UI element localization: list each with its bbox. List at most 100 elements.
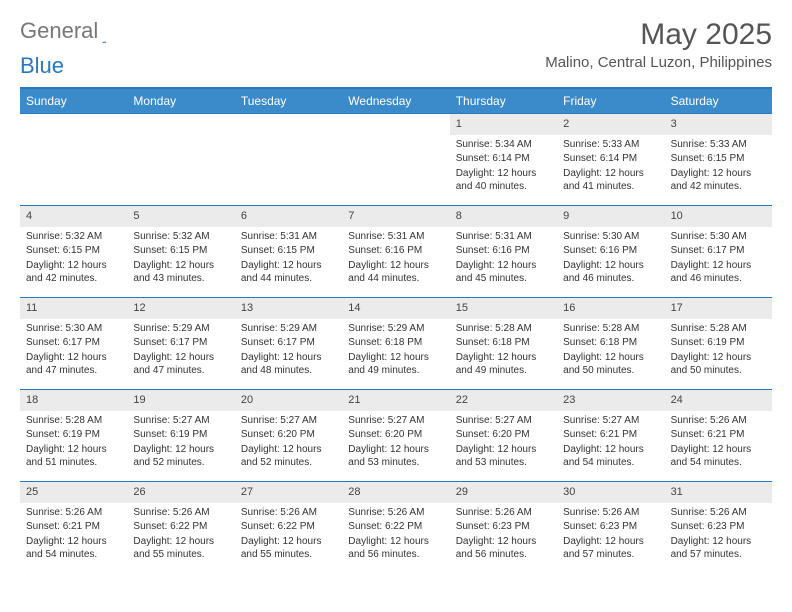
- day-cell: 9Sunrise: 5:30 AMSunset: 6:16 PMDaylight…: [557, 205, 664, 297]
- day-header: Friday: [557, 89, 664, 113]
- day-number: 7: [342, 206, 449, 227]
- sunset-text: Sunset: 6:18 PM: [456, 336, 551, 350]
- day-cell: 24Sunrise: 5:26 AMSunset: 6:21 PMDayligh…: [665, 389, 772, 481]
- day-cell: 5 Sunrise: 5:32 AMSunset: 6:15 PMDaylight…: [127, 205, 234, 297]
- sunrise-text: Sunrise: 5:26 AM: [26, 506, 121, 520]
- sunset-text: Sunset: 6:14 PM: [563, 152, 658, 166]
- sunset-text: Sunset: 6:16 PM: [456, 244, 551, 258]
- day-number: 24: [665, 390, 772, 411]
- daylight-text: Daylight: 12 hours and 44 minutes.: [348, 259, 443, 286]
- sunset-text: Sunset: 6:18 PM: [348, 336, 443, 350]
- day-cell: 3Sunrise: 5:33 AMSunset: 6:15 PMDaylight…: [665, 113, 772, 205]
- day-cell: 21Sunrise: 5:27 AMSunset: 6:20 PMDayligh…: [342, 389, 449, 481]
- day-number: 20: [235, 390, 342, 411]
- sunset-text: Sunset: 6:15 PM: [133, 244, 228, 258]
- sunset-text: Sunset: 6:15 PM: [671, 152, 766, 166]
- title-block: May 2025 Malino, Central Luzon, Philippi…: [545, 18, 772, 71]
- sunset-text: Sunset: 6:17 PM: [26, 336, 121, 350]
- sunset-text: Sunset: 6:15 PM: [241, 244, 336, 258]
- day-info: Sunrise: 5:33 AMSunset: 6:14 PMDaylight:…: [557, 138, 664, 194]
- day-info: Sunrise: 5:27 AMSunset: 6:20 PMDaylight:…: [342, 414, 449, 470]
- day-info: Sunrise: 5:29 AMSunset: 6:17 PMDaylight:…: [127, 322, 234, 378]
- day-number: 14: [342, 298, 449, 319]
- day-info: Sunrise: 5:26 AMSunset: 6:22 PMDaylight:…: [127, 506, 234, 562]
- empty-cell: [20, 113, 127, 205]
- day-info: Sunrise: 5:26 AMSunset: 6:22 PMDaylight:…: [235, 506, 342, 562]
- day-number: 25: [20, 482, 127, 503]
- day-number: 13: [235, 298, 342, 319]
- sunrise-text: Sunrise: 5:26 AM: [348, 506, 443, 520]
- day-number: 18: [20, 390, 127, 411]
- sunrise-text: Sunrise: 5:26 AM: [241, 506, 336, 520]
- daylight-text: Daylight: 12 hours and 55 minutes.: [241, 535, 336, 562]
- daylight-text: Daylight: 12 hours and 54 minutes.: [26, 535, 121, 562]
- sunset-text: Sunset: 6:18 PM: [563, 336, 658, 350]
- sunset-text: Sunset: 6:21 PM: [671, 428, 766, 442]
- daylight-text: Daylight: 12 hours and 56 minutes.: [456, 535, 551, 562]
- day-cell: 10Sunrise: 5:30 AMSunset: 6:17 PMDayligh…: [665, 205, 772, 297]
- day-cell: 17Sunrise: 5:28 AMSunset: 6:19 PMDayligh…: [665, 297, 772, 389]
- sunset-text: Sunset: 6:20 PM: [456, 428, 551, 442]
- day-number: 15: [450, 298, 557, 319]
- day-cell: 7Sunrise: 5:31 AMSunset: 6:16 PMDaylight…: [342, 205, 449, 297]
- calendar-grid: SundayMondayTuesdayWednesdayThursdayFrid…: [20, 87, 772, 573]
- sunrise-text: Sunrise: 5:26 AM: [671, 506, 766, 520]
- sunset-text: Sunset: 6:17 PM: [241, 336, 336, 350]
- day-info: Sunrise: 5:27 AMSunset: 6:19 PMDaylight:…: [127, 414, 234, 470]
- day-cell: 28Sunrise: 5:26 AMSunset: 6:22 PMDayligh…: [342, 481, 449, 573]
- sunset-text: Sunset: 6:23 PM: [563, 520, 658, 534]
- day-header: Wednesday: [342, 89, 449, 113]
- sunrise-text: Sunrise: 5:29 AM: [241, 322, 336, 336]
- sunset-text: Sunset: 6:22 PM: [133, 520, 228, 534]
- day-number: 30: [557, 482, 664, 503]
- day-info: Sunrise: 5:31 AMSunset: 6:16 PMDaylight:…: [450, 230, 557, 286]
- day-info: Sunrise: 5:30 AMSunset: 6:16 PMDaylight:…: [557, 230, 664, 286]
- sunrise-text: Sunrise: 5:30 AM: [563, 230, 658, 244]
- sunset-text: Sunset: 6:20 PM: [348, 428, 443, 442]
- sunrise-text: Sunrise: 5:27 AM: [563, 414, 658, 428]
- daylight-text: Daylight: 12 hours and 52 minutes.: [241, 443, 336, 470]
- day-number: 23: [557, 390, 664, 411]
- sunrise-text: Sunrise: 5:30 AM: [26, 322, 121, 336]
- daylight-text: Daylight: 12 hours and 50 minutes.: [671, 351, 766, 378]
- sunrise-text: Sunrise: 5:29 AM: [133, 322, 228, 336]
- day-header: Tuesday: [235, 89, 342, 113]
- sunset-text: Sunset: 6:21 PM: [563, 428, 658, 442]
- day-info: Sunrise: 5:27 AMSunset: 6:20 PMDaylight:…: [235, 414, 342, 470]
- sunrise-text: Sunrise: 5:28 AM: [456, 322, 551, 336]
- empty-cell: [127, 113, 234, 205]
- sunset-text: Sunset: 6:22 PM: [348, 520, 443, 534]
- day-cell: 11Sunrise: 5:30 AMSunset: 6:17 PMDayligh…: [20, 297, 127, 389]
- day-cell: 29Sunrise: 5:26 AMSunset: 6:23 PMDayligh…: [450, 481, 557, 573]
- day-number: 22: [450, 390, 557, 411]
- day-info: Sunrise: 5:30 AMSunset: 6:17 PMDaylight:…: [20, 322, 127, 378]
- daylight-text: Daylight: 12 hours and 41 minutes.: [563, 167, 658, 194]
- day-cell: 20 Sunrise: 5:27 AMSunset: 6:20 PMDayligh…: [235, 389, 342, 481]
- sunrise-text: Sunrise: 5:31 AM: [241, 230, 336, 244]
- day-info: Sunrise: 5:28 AMSunset: 6:19 PMDaylight:…: [665, 322, 772, 378]
- sunrise-text: Sunrise: 5:33 AM: [563, 138, 658, 152]
- day-header: Thursday: [450, 89, 557, 113]
- sunrise-text: Sunrise: 5:26 AM: [456, 506, 551, 520]
- day-number: 26: [127, 482, 234, 503]
- daylight-text: Daylight: 12 hours and 54 minutes.: [671, 443, 766, 470]
- sunrise-text: Sunrise: 5:32 AM: [26, 230, 121, 244]
- day-cell: 12Sunrise: 5:29 AMSunset: 6:17 PMDayligh…: [127, 297, 234, 389]
- day-cell: 19Sunrise: 5:27 AMSunset: 6:19 PMDayligh…: [127, 389, 234, 481]
- day-info: Sunrise: 5:26 AMSunset: 6:23 PMDaylight:…: [665, 506, 772, 562]
- day-number: 31: [665, 482, 772, 503]
- day-cell: 6Sunrise: 5:31 AMSunset: 6:15 PMDaylight…: [235, 205, 342, 297]
- day-number: 5: [127, 206, 234, 227]
- daylight-text: Daylight: 12 hours and 50 minutes.: [563, 351, 658, 378]
- daylight-text: Daylight: 12 hours and 51 minutes.: [26, 443, 121, 470]
- sunset-text: Sunset: 6:20 PM: [241, 428, 336, 442]
- sunrise-text: Sunrise: 5:27 AM: [456, 414, 551, 428]
- day-info: Sunrise: 5:27 AMSunset: 6:21 PMDaylight:…: [557, 414, 664, 470]
- sunrise-text: Sunrise: 5:31 AM: [456, 230, 551, 244]
- sunrise-text: Sunrise: 5:31 AM: [348, 230, 443, 244]
- day-cell: 1Sunrise: 5:34 AMSunset: 6:14 PMDaylight…: [450, 113, 557, 205]
- day-cell: 18Sunrise: 5:28 AMSunset: 6:19 PMDayligh…: [20, 389, 127, 481]
- sunset-text: Sunset: 6:23 PM: [456, 520, 551, 534]
- daylight-text: Daylight: 12 hours and 56 minutes.: [348, 535, 443, 562]
- day-info: Sunrise: 5:32 AMSunset: 6:15 PMDaylight:…: [127, 230, 234, 286]
